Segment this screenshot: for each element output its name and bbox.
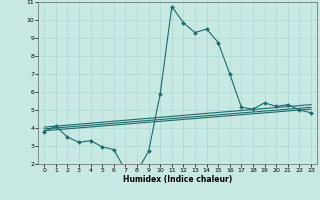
X-axis label: Humidex (Indice chaleur): Humidex (Indice chaleur) bbox=[123, 175, 232, 184]
